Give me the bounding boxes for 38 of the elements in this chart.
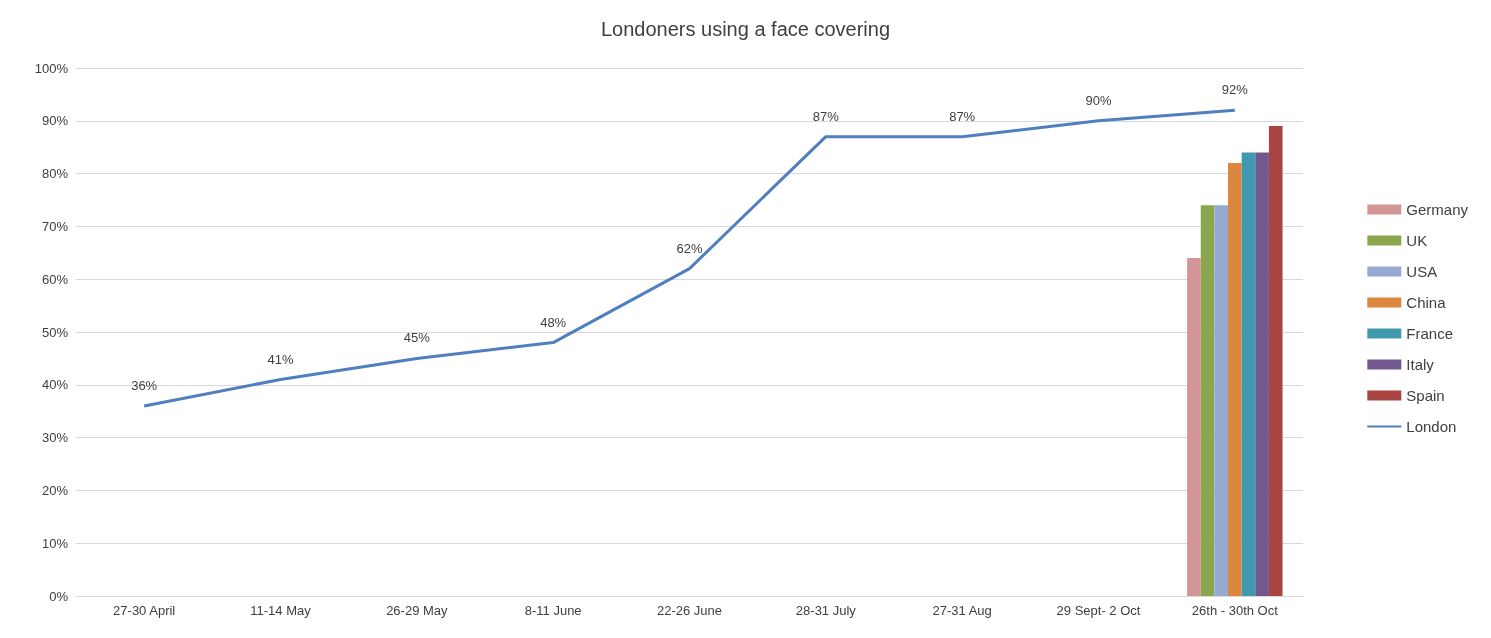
y-tick-label: 40%: [41, 377, 69, 393]
data-label: 45%: [403, 330, 431, 346]
x-tick-label: 26th - 30th Oct: [1191, 603, 1279, 618]
x-tick-label: 27-30 April: [113, 603, 176, 618]
legend-label: China: [1406, 294, 1447, 311]
legend-label: London: [1406, 418, 1457, 435]
x-tick-label: 22-26 June: [656, 603, 723, 618]
legend-label: Germany: [1406, 201, 1469, 218]
y-tick-label: 20%: [41, 482, 69, 498]
legend-label: UK: [1406, 232, 1428, 249]
data-label: 62%: [676, 240, 703, 256]
data-label: 87%: [812, 108, 840, 124]
legend-label: Italy: [1406, 356, 1435, 373]
y-tick-label: 80%: [41, 166, 69, 182]
data-label: 41%: [267, 351, 294, 367]
y-tick-label: 60%: [41, 271, 69, 287]
y-tick-label: 70%: [41, 218, 69, 234]
x-tick-label: 27-31 Aug: [932, 603, 992, 618]
legend-label: USA: [1406, 263, 1438, 280]
y-tick-label: 100%: [34, 60, 69, 76]
x-tick-label: 26-29 May: [386, 603, 449, 618]
data-label: 48%: [540, 314, 567, 330]
data-label: 90%: [1085, 92, 1112, 108]
x-tick-label: 11-14 May: [250, 603, 312, 618]
data-label: 36%: [131, 377, 158, 393]
data-label: 92%: [1221, 82, 1249, 98]
x-tick-label: 29 Sept- 2 Oct: [1056, 603, 1141, 618]
y-tick-label: 50%: [41, 324, 69, 340]
legend-label: France: [1406, 325, 1453, 342]
y-tick-label: 90%: [41, 113, 69, 129]
y-tick-label: 10%: [41, 535, 69, 551]
x-tick-label: 28-31 July: [795, 603, 857, 618]
legend-label: Spain: [1406, 387, 1445, 404]
chart-title: Londoners using a face covering: [600, 18, 891, 40]
y-tick-label: 0%: [49, 588, 69, 604]
data-label: 87%: [949, 108, 976, 124]
y-tick-label: 30%: [41, 430, 69, 446]
x-tick-label: 8-11 June: [524, 603, 582, 618]
